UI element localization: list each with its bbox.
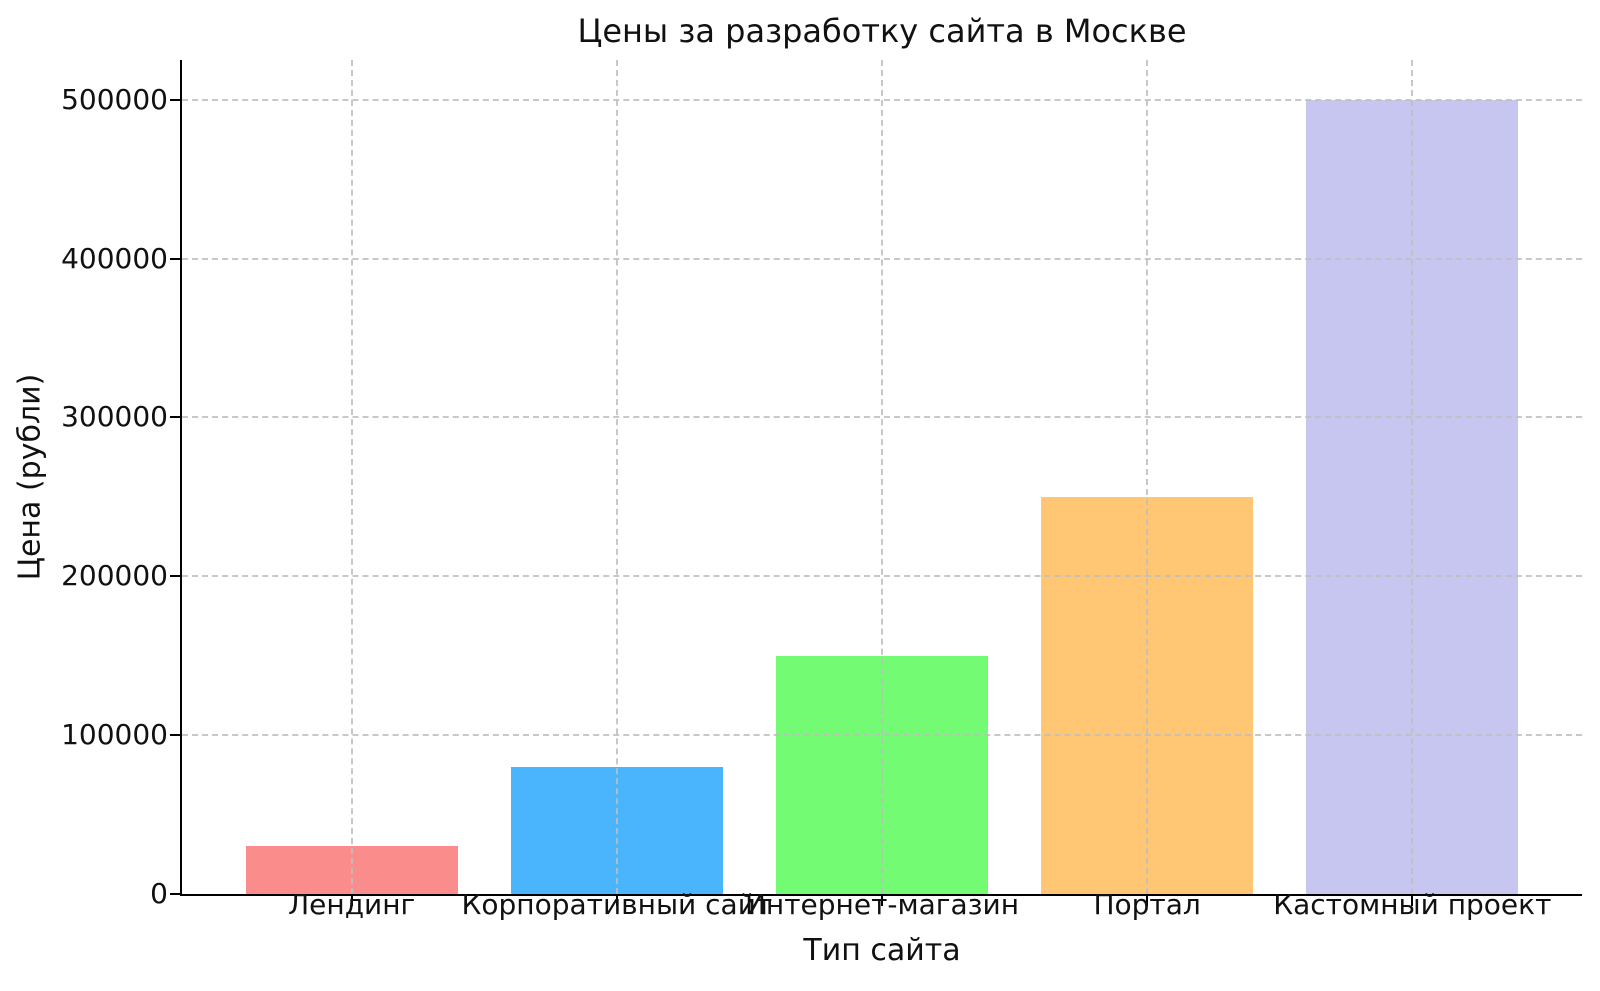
x-tick-mark xyxy=(350,896,353,906)
y-tick-mark xyxy=(170,416,180,419)
x-gridline xyxy=(881,60,883,894)
y-tick-mark xyxy=(170,893,180,895)
y-tick-label: 0 xyxy=(150,877,168,910)
y-tick-label: 200000 xyxy=(61,559,168,593)
y-tick-mark xyxy=(170,257,180,260)
x-gridline xyxy=(615,60,618,894)
y-tick-mark xyxy=(170,575,180,578)
x-tick-label: Интернет-магазин xyxy=(744,888,1020,921)
y-axis-spine xyxy=(180,60,182,896)
x-tick-label: Лендинг xyxy=(288,888,416,921)
x-gridline xyxy=(1411,60,1414,894)
y-tick-mark xyxy=(170,734,180,737)
x-gridline xyxy=(1146,60,1149,894)
chart-title: Цены за разработку сайта в Москве xyxy=(577,12,1187,50)
y-tick-mark xyxy=(170,98,180,101)
plot-area xyxy=(170,60,1582,906)
x-tick-label: Кастомный проект xyxy=(1273,888,1552,921)
x-tick-label: Корпоративный сайт xyxy=(461,888,773,921)
x-tick-mark xyxy=(881,896,883,906)
x-axis-spine xyxy=(180,894,1582,896)
y-tick-label: 400000 xyxy=(61,241,168,275)
y-tick-label: 300000 xyxy=(61,400,168,434)
y-tick-label: 500000 xyxy=(61,82,168,116)
x-tick-mark xyxy=(1411,896,1414,906)
x-tick-mark xyxy=(615,896,618,906)
y-tick-label: 100000 xyxy=(61,718,168,752)
x-tick-label: Портал xyxy=(1093,888,1201,921)
x-tick-mark xyxy=(1146,896,1149,906)
x-axis-label: Тип сайта xyxy=(803,933,961,968)
x-gridline xyxy=(350,60,353,894)
